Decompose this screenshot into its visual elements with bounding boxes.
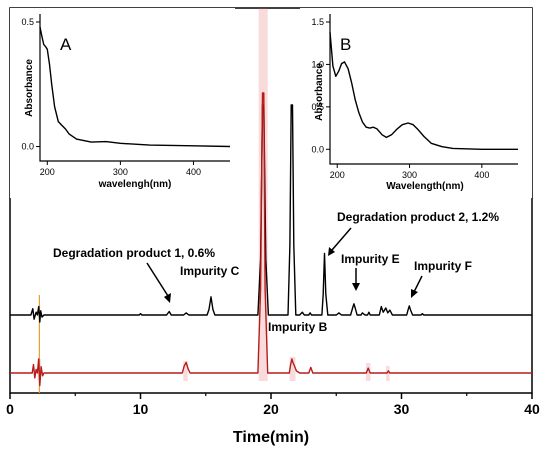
inset-a-x-tick-label-2: 400	[186, 167, 201, 177]
inset-b-y-tick-label-2: 1.0	[311, 59, 324, 69]
inset-a-x-tick-label-1: 300	[113, 167, 128, 177]
inset-a-y-tick-label-0: 0.0	[21, 142, 34, 152]
inset-b-ticks: 200 300 400 0.0 0.5 1.0 1.5	[311, 17, 489, 180]
inset-a-x-axis-label: wavelengh(nm)	[98, 179, 172, 190]
annotation-impurity-f: Impurity F	[414, 259, 472, 273]
annotation-impurity-c: Impurity C	[180, 264, 240, 278]
main-x-tick-label-4: 40	[524, 401, 540, 417]
red-peak-highlight-4	[365, 363, 371, 381]
main-series-group	[10, 8, 532, 393]
inset-a-ticks: 200 300 400 0.0 0.5	[21, 17, 200, 177]
inset-b-y-tick-label-1: 0.5	[311, 102, 324, 112]
inset-b-y-axis-label: Absorbance	[314, 63, 325, 121]
main-x-ticks: 0 10 20 30 40	[6, 393, 540, 417]
red-peak-highlight-2	[258, 8, 268, 381]
inset-a-series-group	[39, 26, 231, 148]
main-series-line-0	[10, 104, 532, 323]
main-x-tick-label-3: 30	[394, 401, 410, 417]
annotation-degradation-product-1: Degradation product 1, 0.6%	[53, 246, 215, 260]
inset-b-x-tick-label-0: 200	[330, 170, 345, 180]
arrowhead-impurity-f	[411, 289, 418, 298]
arrowhead-impurity-e	[352, 283, 360, 291]
main-x-tick-label-2: 20	[263, 401, 279, 417]
inset-b-series-line-0	[329, 32, 518, 151]
main-x-axis-label: Time(min)	[233, 429, 309, 446]
main-series-line-1	[10, 92, 532, 387]
inset-b: 200 300 400 0.0 0.5 1.0 1.5 B Wavelength(nm) A…	[300, 8, 532, 198]
inset-a-background	[10, 8, 235, 198]
inset-b-background	[300, 8, 532, 198]
main-x-tick-label-0: 0	[6, 401, 14, 417]
arrow-degradation-product-1	[146, 262, 169, 297]
inset-b-y-tick-label-0: 0.0	[311, 144, 324, 154]
inset-a: 200 300 400 0.0 0.5 A wavelengh(nm) Absorban…	[10, 8, 235, 198]
red-peak-highlight-5	[386, 366, 390, 381]
inset-a-x-tick-label-0: 200	[40, 167, 55, 177]
inset-b-series-group	[329, 32, 518, 151]
inset-a-label: A	[60, 35, 72, 54]
arrow-degradation-product-2	[331, 227, 352, 251]
inset-b-x-tick-label-1: 300	[402, 170, 417, 180]
annotation-impurity-e: Impurity E	[341, 252, 400, 266]
arrowhead-degradation-product-2	[328, 247, 335, 256]
annotation-degradation-product-2: Degradation product 2, 1.2%	[337, 210, 499, 224]
annotation-impurity-b: Impurity B	[268, 320, 328, 334]
main-chromatogram: 0 10 20 30 40 Time(min)	[6, 7, 540, 446]
inset-b-x-axis-label: Wavelength(nm)	[386, 181, 463, 192]
inset-a-axes	[39, 14, 230, 162]
inset-b-label: B	[340, 35, 351, 54]
peak-annotations: Degradation product 1, 0.6% Impurity C I…	[53, 210, 499, 334]
red-peak-highlight-1	[183, 361, 188, 381]
arrowhead-degradation-product-1	[164, 293, 171, 303]
arrow-impurity-f	[413, 275, 423, 293]
inset-a-y-tick-label-1: 0.5	[21, 17, 34, 27]
main-x-tick-label-1: 10	[133, 401, 149, 417]
inset-b-y-tick-label-3: 1.5	[311, 17, 324, 27]
red-peak-highlight-3	[289, 357, 296, 381]
inset-b-x-tick-label-2: 400	[474, 170, 489, 180]
inset-a-series-line-0	[39, 26, 231, 148]
inset-a-y-axis-label: Absorbance	[24, 59, 35, 117]
